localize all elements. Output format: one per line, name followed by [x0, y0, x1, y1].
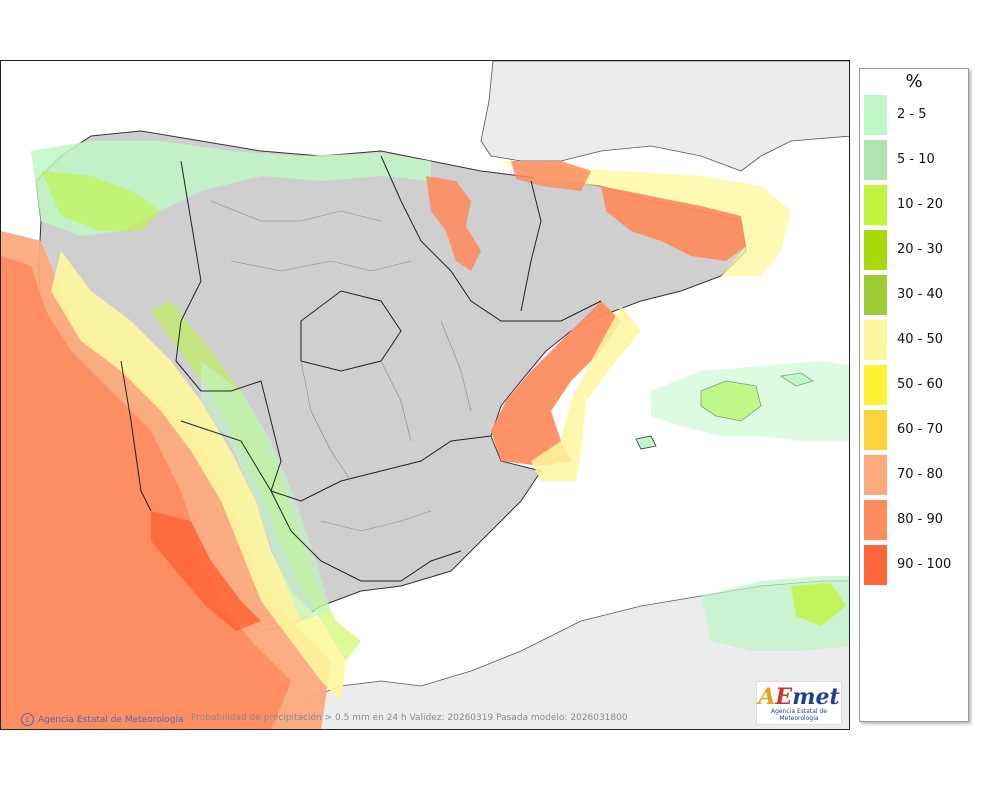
- legend-swatch: [864, 545, 887, 585]
- legend-item: 90 - 100: [864, 545, 968, 585]
- aemet-logo: AEmet Agencia Estatal de Meteorología: [756, 681, 842, 725]
- legend-swatch: [864, 275, 887, 315]
- legend-label: 50 - 60: [897, 377, 944, 392]
- aemet-logo-word: AEmet: [758, 684, 840, 710]
- copyright-icon: c: [21, 713, 34, 726]
- legend-item: 40 - 50: [864, 320, 968, 360]
- agency-credit-text: Agencia Estatal de Meteorología: [38, 714, 184, 725]
- legend-item: 80 - 90: [864, 500, 968, 540]
- map-panel: c Agencia Estatal de Meteorología Probab…: [0, 60, 850, 730]
- precip-zone-gibraltar: [151, 511, 261, 631]
- legend-label: 2 - 5: [897, 107, 927, 122]
- france-landmass: [480, 61, 849, 172]
- legend-item: 60 - 70: [864, 410, 968, 450]
- legend-swatch: [864, 500, 887, 540]
- legend-item: 5 - 10: [864, 140, 968, 180]
- map-caption: Probabilidad de precipitación > 0.5 mm e…: [191, 713, 628, 723]
- legend-swatch: [864, 140, 887, 180]
- precip-zone-balearics: [651, 361, 849, 441]
- legend-label: 30 - 40: [897, 287, 944, 302]
- legend-swatch: [864, 365, 887, 405]
- legend-swatch: [864, 95, 887, 135]
- legend-swatch: [864, 455, 887, 495]
- legend-swatch: [864, 230, 887, 270]
- precip-zone-catalonia: [601, 186, 746, 261]
- legend-item: 70 - 80: [864, 455, 968, 495]
- precip-zone-valencia-edge: [531, 306, 641, 481]
- precip-zone-valencia: [491, 301, 621, 466]
- precip-band-west-yellow: [51, 251, 346, 701]
- legend-item: 20 - 30: [864, 230, 968, 270]
- legend-panel: % 2 - 5 5 - 10 10 - 20 20 - 30 30 - 40 40 - 5…: [859, 68, 969, 722]
- legend-label: 5 - 10: [897, 152, 935, 167]
- precip-zone-pyrenees-west: [511, 161, 591, 191]
- legend-label: 70 - 80: [897, 467, 944, 482]
- aemet-logo-subtitle: Agencia Estatal de Meteorología: [770, 708, 827, 722]
- ibiza: [635, 435, 657, 450]
- precip-zone-ebro-orange: [426, 176, 481, 271]
- legend-item: 2 - 5: [864, 95, 968, 135]
- precip-zone-alboran-core: [791, 583, 846, 626]
- legend-item: 10 - 20: [864, 185, 968, 225]
- agency-credit: c Agencia Estatal de Meteorología: [21, 713, 184, 726]
- legend-title: %: [905, 71, 923, 92]
- region-borders: [120, 155, 602, 582]
- precip-zone-catalonia-halo: [501, 161, 791, 276]
- legend-label: 40 - 50: [897, 332, 944, 347]
- legend-swatch: [864, 185, 887, 225]
- legend-swatch: [864, 320, 887, 360]
- legend-label: 90 - 100: [897, 557, 952, 572]
- legend-label: 80 - 90: [897, 512, 944, 527]
- precip-zone-north-green: [41, 171, 161, 231]
- legend-label: 60 - 70: [897, 422, 944, 437]
- province-borders: [210, 200, 472, 532]
- legend-label: 20 - 30: [897, 242, 944, 257]
- precipitation-map: [1, 61, 849, 729]
- legend-item: 30 - 40: [864, 275, 968, 315]
- legend-swatch: [864, 410, 887, 450]
- legend-label: 10 - 20: [897, 197, 944, 212]
- precip-wash-west: [201, 361, 331, 621]
- legend-item: 50 - 60: [864, 365, 968, 405]
